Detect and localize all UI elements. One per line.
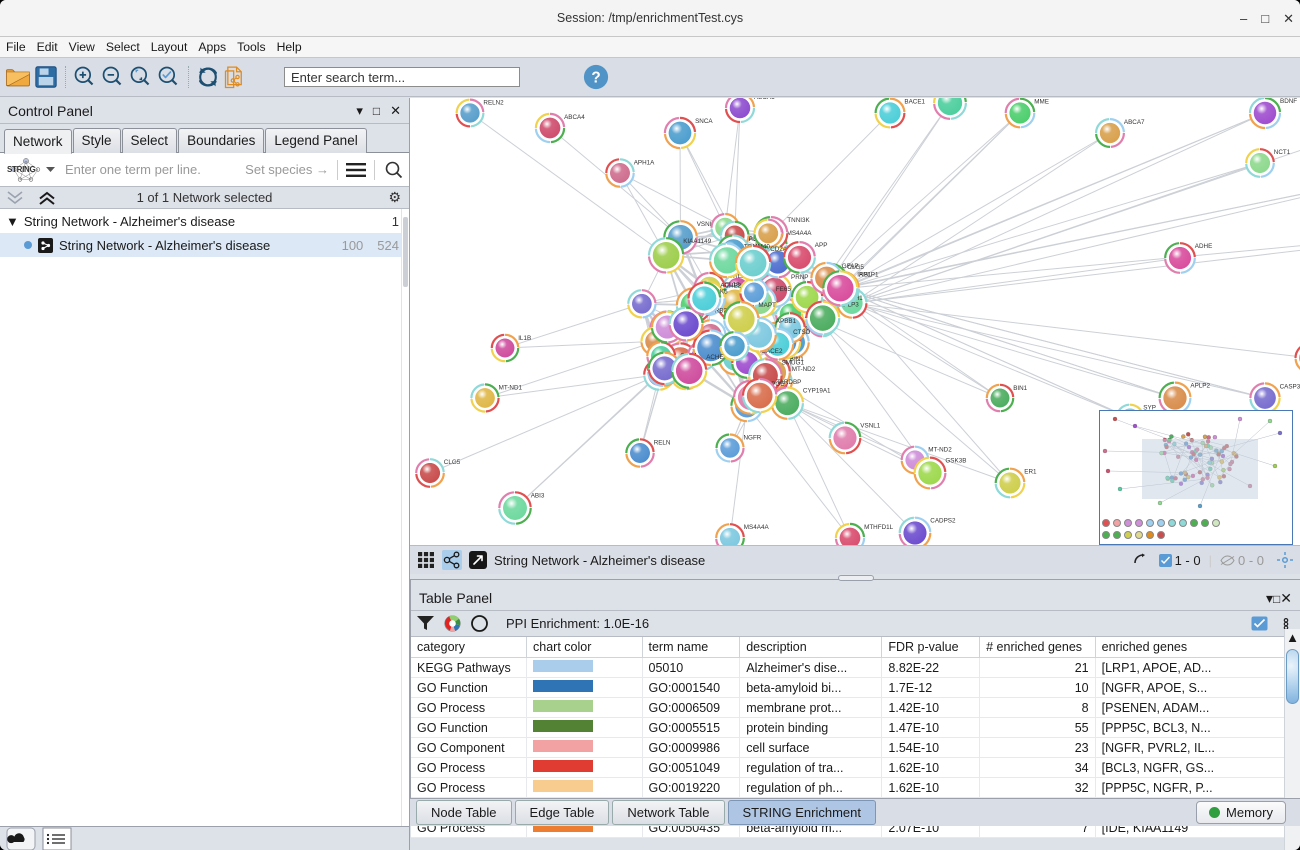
svg-text:FE65: FE65: [776, 286, 792, 293]
svg-text:GFAP: GFAP: [842, 263, 859, 270]
svg-text:CASP3: CASP3: [1280, 383, 1300, 390]
svg-text:CTSD: CTSD: [793, 329, 811, 336]
svg-text:ABI3: ABI3: [531, 492, 545, 499]
svg-text:CYP19A1: CYP19A1: [803, 388, 831, 395]
svg-text:TARDBP: TARDBP: [776, 379, 801, 386]
svg-text:MS4A4A: MS4A4A: [744, 524, 770, 531]
svg-text:VSNL1: VSNL1: [860, 423, 880, 430]
svg-text:MT-ND2: MT-ND2: [928, 447, 952, 454]
svg-text:PRNP: PRNP: [791, 274, 809, 281]
svg-text:NCT1: NCT1: [1274, 149, 1291, 156]
svg-text:MAPT: MAPT: [758, 302, 776, 309]
svg-text:MS4A4A: MS4A4A: [787, 230, 813, 237]
svg-text:BIN1: BIN1: [1013, 385, 1027, 392]
svg-text:CADPS2: CADPS2: [930, 518, 956, 525]
svg-text:RELN2: RELN2: [483, 100, 504, 107]
svg-text:BACE1: BACE1: [904, 99, 925, 106]
svg-text:?: ?: [591, 70, 600, 87]
svg-text:SMUG1: SMUG1: [782, 359, 805, 366]
svg-text:APH1A: APH1A: [634, 159, 655, 166]
svg-text:MT-ND2: MT-ND2: [792, 366, 816, 373]
svg-text:ADHE: ADHE: [1195, 243, 1213, 250]
svg-text:MT-ND1: MT-ND1: [499, 384, 523, 391]
svg-text:ABCA1: ABCA1: [754, 98, 775, 101]
svg-text:APLP2: APLP2: [1190, 383, 1210, 390]
svg-text:ABCA4: ABCA4: [564, 114, 585, 121]
svg-text:ABCA7: ABCA7: [1124, 119, 1145, 126]
svg-text:ACHE: ACHE: [706, 354, 724, 361]
svg-text:ER1: ER1: [1024, 469, 1037, 476]
svg-text:CLG5: CLG5: [444, 459, 461, 466]
svg-text:KIAA1149: KIAA1149: [683, 238, 711, 245]
svg-text:MTHFD1L: MTHFD1L: [864, 524, 894, 531]
svg-text:MME: MME: [1034, 99, 1049, 106]
svg-text:IL1B: IL1B: [518, 335, 531, 342]
svg-text:ACHE2: ACHE2: [720, 283, 741, 290]
svg-text:SNCA: SNCA: [695, 118, 713, 125]
svg-text:APP: APP: [815, 242, 828, 249]
svg-text:TNNI3K: TNNI3K: [787, 217, 810, 224]
svg-text:BDNF: BDNF: [1280, 98, 1297, 105]
svg-text:GSK3B: GSK3B: [945, 458, 966, 465]
svg-text:RELN: RELN: [654, 439, 671, 446]
svg-text:IRS1: IRS1: [857, 271, 871, 278]
svg-text:NGFR: NGFR: [744, 435, 762, 442]
svg-text:APBB1: APBB1: [776, 318, 797, 325]
